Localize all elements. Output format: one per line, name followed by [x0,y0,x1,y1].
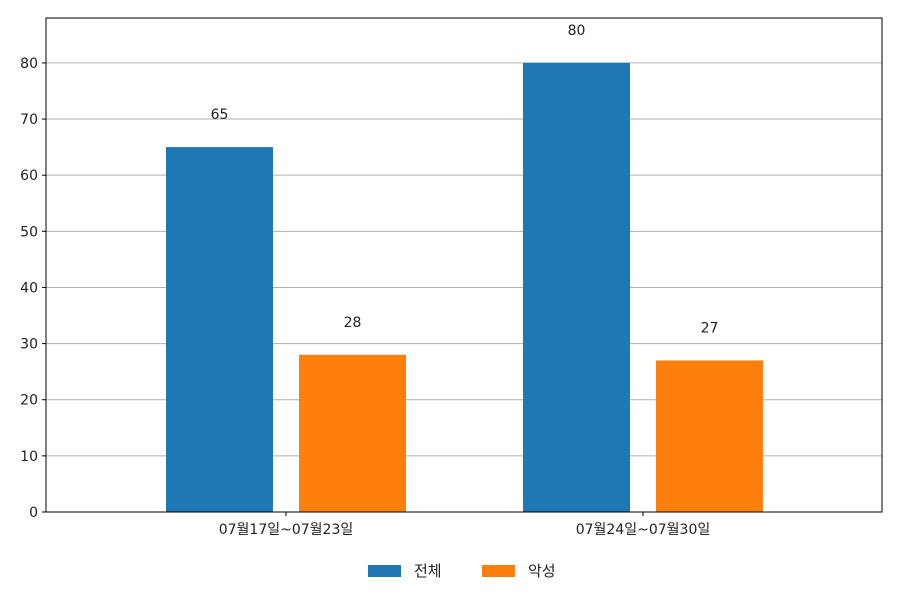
x-axis: 07월17일~07월23일 07월24일~07월30일 [219,512,711,538]
bar-total [166,147,273,512]
legend: 전체 악성 [368,562,556,580]
y-tick-label: 70 [20,112,38,128]
legend-label: 전체 [414,562,442,580]
legend-swatch [368,565,401,577]
y-tick-label: 60 [20,168,38,184]
y-tick-label: 10 [20,449,38,465]
y-tick-label: 30 [20,337,38,353]
data-label: 27 [701,320,719,336]
x-tick-label: 07월17일~07월23일 [219,522,354,538]
legend-label: 악성 [528,562,556,580]
y-tick-label: 0 [29,505,38,521]
y-axis: 0 10 20 30 40 50 60 70 80 [20,56,46,521]
data-labels: 65 28 80 27 [211,23,719,337]
data-label: 65 [211,107,229,123]
y-tick-label: 80 [20,56,38,72]
legend-swatch [482,565,515,577]
data-label: 28 [344,315,362,331]
bars [166,62,763,513]
bar-malicious [299,354,406,512]
y-tick-label: 40 [20,280,38,296]
plot-frame [45,17,883,513]
bar-malicious [656,360,763,512]
bar-total [523,62,630,513]
data-label: 80 [568,23,586,39]
y-tick-label: 50 [20,224,38,240]
x-tick-label: 07월24일~07월30일 [576,522,711,538]
y-tick-label: 20 [20,393,38,409]
